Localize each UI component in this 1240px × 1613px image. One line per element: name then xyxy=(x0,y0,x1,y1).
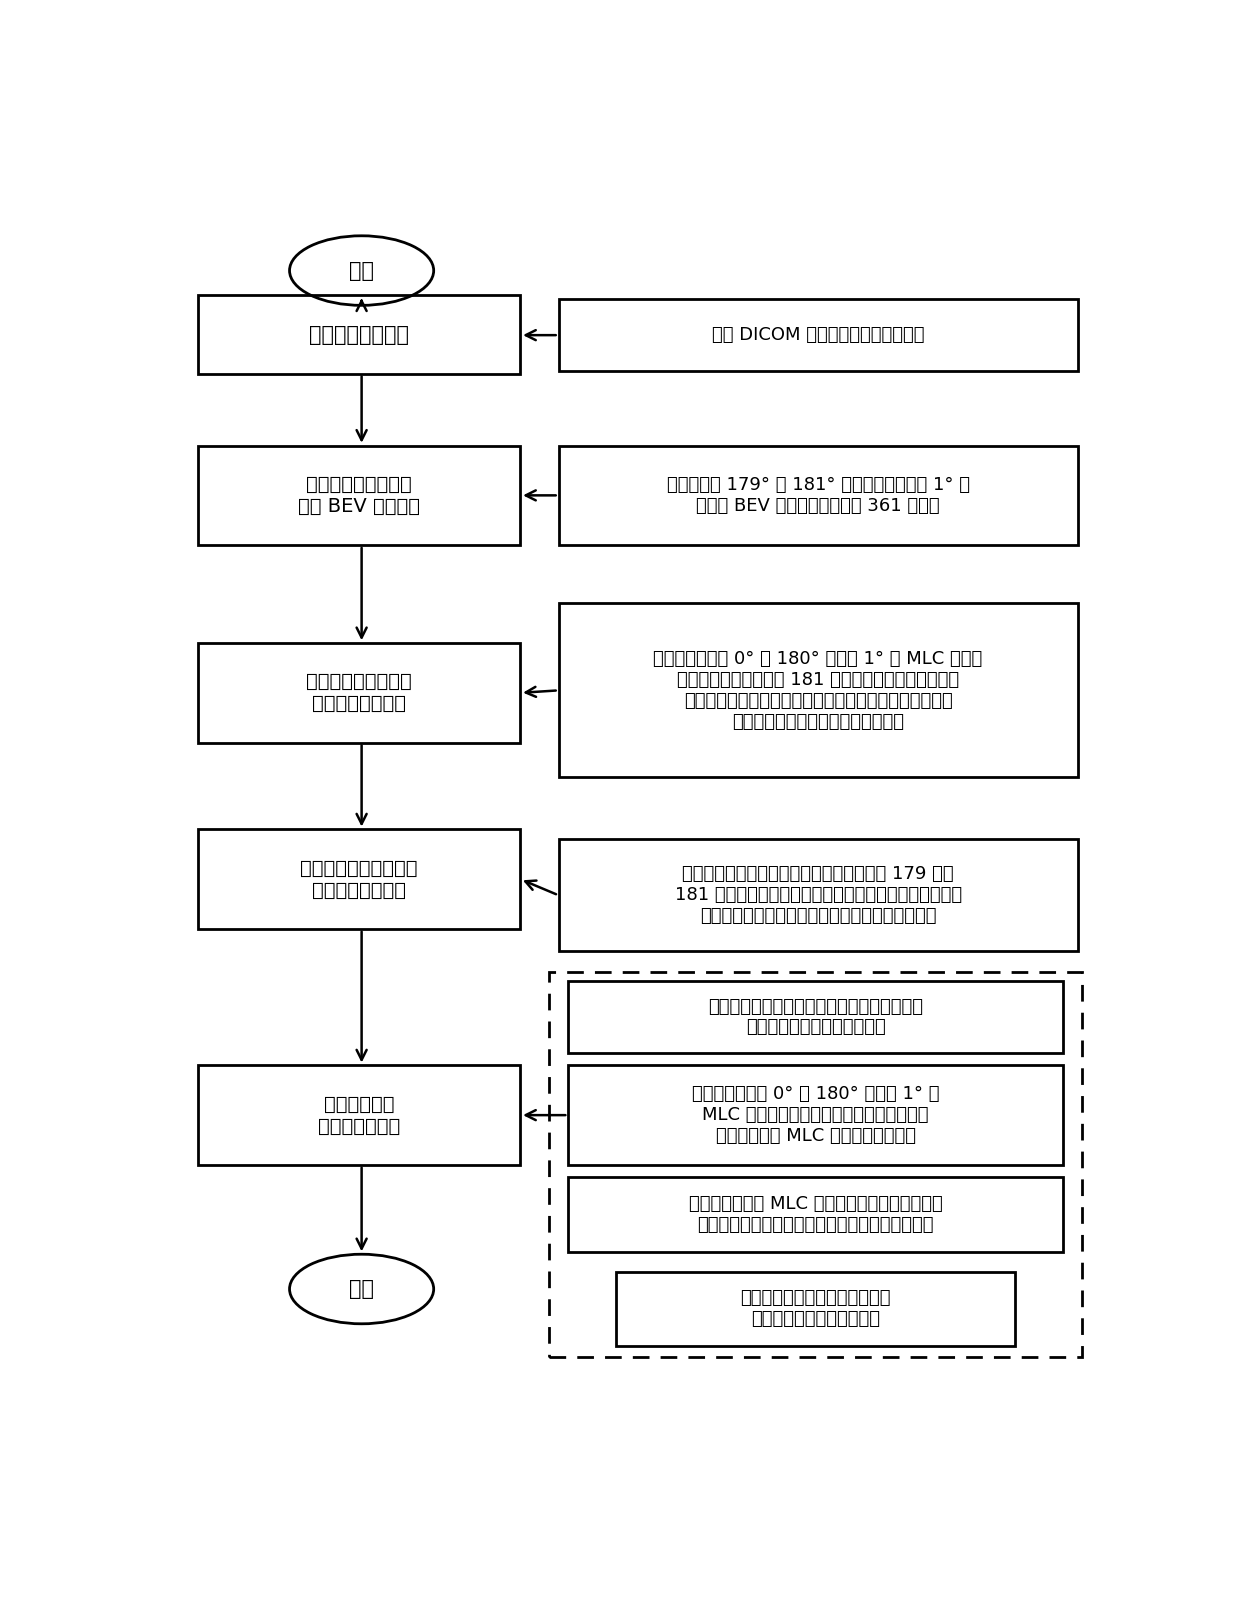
Text: 计算每个机架角度下
的较优准直器角度: 计算每个机架角度下 的较优准直器角度 xyxy=(306,673,412,713)
Text: 将每个机架角度较优准直器角度按照机架从 179 度到
181 度绘制散点图和趋势线，设置准直器角度变化阈值，
将准直器角度相接近的连续机架角度划分为一段弧: 将每个机架角度较优准直器角度按照机架从 179 度到 181 度绘制散点图和趋势… xyxy=(675,866,962,926)
Text: 导入 DICOM 文件，构建三维靶区形状: 导入 DICOM 文件，构建三维靶区形状 xyxy=(712,326,924,344)
Bar xyxy=(558,445,1078,545)
Bar xyxy=(198,295,521,374)
Text: 构建三维靶区形状: 构建三维靶区形状 xyxy=(309,324,409,345)
Bar xyxy=(549,973,1083,1357)
Bar xyxy=(198,829,521,929)
Bar xyxy=(558,603,1078,777)
Text: 将每种适形角度 MLC 围成的面积减去此段弧内所
有机架角度的靶区投影，得到剩余面积并加权求和: 将每种适形角度 MLC 围成的面积减去此段弧内所 有机架角度的靶区投影，得到剩余… xyxy=(688,1195,942,1234)
Bar xyxy=(198,644,521,742)
Bar xyxy=(198,445,521,545)
Bar xyxy=(616,1271,1016,1347)
Bar xyxy=(568,1177,1063,1252)
Bar xyxy=(568,1066,1063,1165)
Text: 结束: 结束 xyxy=(350,1279,374,1298)
Bar xyxy=(568,981,1063,1053)
Text: 开始: 开始 xyxy=(350,261,374,281)
Text: 根据分段结果，对每段弧内所有机架角度的靶
区投影进行叠加得到并集投影: 根据分段结果，对每段弧内所有机架角度的靶 区投影进行叠加得到并集投影 xyxy=(708,997,924,1037)
Bar xyxy=(558,298,1078,371)
Text: 将最小和所对应准直器角度定义
为此段弧的最优准直器角度: 将最小和所对应准直器角度定义 为此段弧的最优准直器角度 xyxy=(740,1289,890,1327)
Text: 将全弧根据较优准直器
角度分布进行分段: 将全弧根据较优准直器 角度分布进行分段 xyxy=(300,858,418,900)
Text: 用准直器角度从 0° 到 180° 每间隔 1° 的
MLC 去对每段弧并集投影进行适形，并计算
每种适形角度 MLC 叶片所围成的面积: 用准直器角度从 0° 到 180° 每间隔 1° 的 MLC 去对每段弧并集投影… xyxy=(692,1086,940,1145)
Text: 计算每段弧的
最优准直器角度: 计算每段弧的 最优准直器角度 xyxy=(319,1095,401,1136)
Bar xyxy=(198,1066,521,1165)
Bar xyxy=(558,839,1078,952)
Text: 计算每个机架角度下
靶区 BEV 投影形状: 计算每个机架角度下 靶区 BEV 投影形状 xyxy=(298,474,420,516)
Text: 用准直器角度从 0° 到 180° 每间隔 1° 的 MLC 叶片去
适形每张靶区投影，共 181 种方式，计算每种角度的适
形指数，并选取最优和次优适形指数对: 用准直器角度从 0° 到 180° 每间隔 1° 的 MLC 叶片去 适形每张靶… xyxy=(653,650,983,731)
Text: 计算机架从 179° 到 181° 逆时针旋转每间隔 1° 下
的靶区 BEV 投影形状，共获取 361 张投影: 计算机架从 179° 到 181° 逆时针旋转每间隔 1° 下 的靶区 BEV … xyxy=(667,476,970,515)
